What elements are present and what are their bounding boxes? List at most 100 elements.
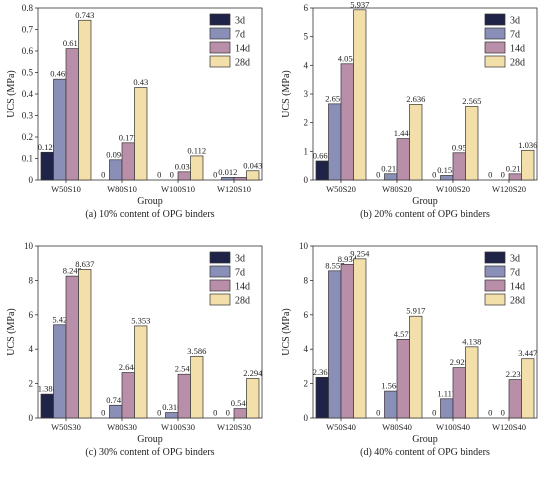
legend-swatch <box>484 293 506 306</box>
data-label: 8.637 <box>75 259 94 269</box>
data-label: 0.743 <box>75 10 94 20</box>
bar <box>409 315 423 419</box>
data-label: 0.43 <box>133 77 148 87</box>
panel-caption: (a) 10% content of OPG binders <box>85 209 214 220</box>
data-label: 0 <box>226 408 230 418</box>
data-label: 0.663 <box>313 150 332 160</box>
bar <box>440 398 454 419</box>
data-label: 0.611 <box>63 38 82 48</box>
x-tick-label: W50S20 <box>326 184 356 194</box>
y-axis-label: UCS (MPa) <box>6 70 17 118</box>
data-label: 0.316 <box>162 402 181 412</box>
data-label: 0 <box>488 170 492 180</box>
chart-panel-c: 0 2 4 6 8 10 UCS (MPa) 1.388 5.42 8.249 8.637 W50S3… <box>0 238 275 480</box>
y-tick-label: 0.4 <box>22 89 34 99</box>
data-label: 1.564 <box>381 381 401 391</box>
y-tick-label: 1 <box>304 146 309 156</box>
chart-panel-a: 0 0.1 0.2 0.3 0.4 0.5 0.6 0.7 0.8 UCS (MPa) 0.129 0… <box>0 0 275 243</box>
data-label: 0.094 <box>106 149 126 159</box>
bar <box>465 346 479 419</box>
legend-label: 14d <box>510 282 525 293</box>
bar <box>78 19 92 181</box>
data-label: 3.586 <box>187 346 206 356</box>
bar <box>521 358 535 419</box>
data-label: 5.937 <box>350 0 369 9</box>
data-label: 0 <box>101 408 105 418</box>
y-tick-label: 2 <box>304 379 309 389</box>
x-tick-label: W80S40 <box>382 422 412 432</box>
legend-swatch <box>209 55 231 68</box>
y-tick-label: 0.3 <box>22 111 34 121</box>
x-tick-label: W100S40 <box>436 422 470 432</box>
y-tick-label: 6 <box>304 310 309 320</box>
legend-label: 3d <box>510 16 520 27</box>
bar-chart-b: 0 1 2 3 4 5 6 UCS (MPa) 0.663 2.656 4.054 5.937 W50S… <box>281 0 538 220</box>
data-label: 4.054 <box>338 53 358 63</box>
y-axis-label: UCS (MPa) <box>281 70 292 118</box>
data-label: 2.636 <box>406 94 425 104</box>
bar <box>396 138 410 181</box>
data-label: 3.447 <box>518 348 537 358</box>
legend-label: 28d <box>510 58 525 69</box>
data-label: 0 <box>213 170 217 180</box>
bar <box>508 173 522 181</box>
panel-caption: (b) 20% content of OPG binders <box>360 209 490 220</box>
y-tick-label: 5 <box>304 32 309 42</box>
x-tick-label: W100S10 <box>161 184 195 194</box>
bar <box>452 152 466 181</box>
legend-swatch <box>209 13 231 26</box>
bar <box>53 78 67 181</box>
bar <box>315 160 329 181</box>
data-label: 0 <box>376 170 380 180</box>
y-tick-label: 0 <box>304 413 309 423</box>
data-label: 0.043 <box>243 160 262 170</box>
bar <box>246 378 260 419</box>
data-label: 2.365 <box>313 367 332 377</box>
legend-label: 28d <box>510 296 525 307</box>
y-tick-label: 0.7 <box>22 25 34 35</box>
data-label: 0.012 <box>218 167 237 177</box>
y-tick-label: 2 <box>304 118 309 128</box>
data-label: 0.741 <box>106 395 125 405</box>
bar <box>465 106 479 181</box>
data-label: 0 <box>170 170 174 180</box>
data-label: 5.42 <box>52 314 67 324</box>
bar <box>353 9 367 181</box>
y-axis-label: UCS (MPa) <box>6 308 17 356</box>
y-tick-label: 8 <box>29 275 34 285</box>
panel-caption: (c) 30% content of OPG binders <box>85 447 214 458</box>
x-axis-label: Group <box>412 196 438 207</box>
bar <box>396 338 410 419</box>
data-label: 8.249 <box>63 266 82 276</box>
legend-swatch <box>209 265 231 278</box>
bar <box>65 48 79 181</box>
y-tick-label: 0 <box>29 413 34 423</box>
data-label: 0.038 <box>175 161 194 171</box>
data-label: 0 <box>501 170 505 180</box>
data-label: 1.117 <box>437 388 456 398</box>
data-label: 0.218 <box>381 163 400 173</box>
bar-chart-a: 0 0.1 0.2 0.3 0.4 0.5 0.6 0.7 0.8 UCS (MPa) 0.129 0… <box>6 3 263 220</box>
data-label: 0 <box>157 408 161 418</box>
bar <box>328 270 342 419</box>
x-tick-label: W50S40 <box>326 422 356 432</box>
bar <box>177 373 191 419</box>
bar <box>521 149 535 181</box>
legend-swatch <box>484 41 506 54</box>
y-tick-label: 4 <box>304 60 309 70</box>
data-label: 2.233 <box>506 369 525 379</box>
x-axis-label: Group <box>137 196 163 207</box>
y-tick-label: 0.2 <box>22 132 33 142</box>
data-label: 0 <box>376 408 380 418</box>
legend-label: 28d <box>235 58 250 69</box>
y-tick-label: 10 <box>24 241 34 251</box>
bar <box>508 379 522 419</box>
x-axis-label: Group <box>137 434 163 445</box>
y-tick-label: 0 <box>304 175 309 185</box>
data-label: 0 <box>157 170 161 180</box>
data-label: 8.934 <box>338 254 358 264</box>
legend-swatch <box>484 265 506 278</box>
data-label: 8.557 <box>325 260 344 270</box>
data-label: 0.158 <box>437 165 456 175</box>
